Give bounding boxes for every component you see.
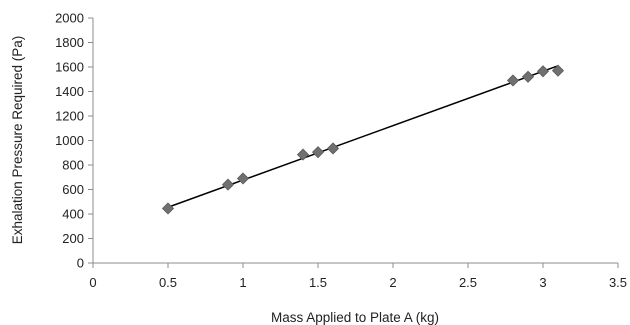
y-tick-label: 1800 bbox=[55, 35, 84, 50]
x-tick-label: 3.5 bbox=[609, 275, 627, 290]
x-tick-label: 3 bbox=[539, 275, 546, 290]
data-point bbox=[521, 70, 535, 83]
y-tick-label: 600 bbox=[62, 182, 84, 197]
plot-area: 0 200 400 600 800 1000 1200 1400 1600 1800 2000 0 0.… bbox=[55, 11, 627, 291]
y-tick-label: 400 bbox=[62, 207, 84, 222]
data-point bbox=[221, 178, 235, 191]
data-point bbox=[551, 64, 565, 77]
y-tick-label: 200 bbox=[62, 231, 84, 246]
data-point bbox=[161, 202, 175, 215]
y-tick-label: 800 bbox=[62, 158, 84, 173]
y-axis-title: Exhalation Pressure Required (Pa) bbox=[10, 36, 25, 245]
y-tick-label: 1600 bbox=[55, 60, 84, 75]
x-tick-label: 0.5 bbox=[159, 275, 177, 290]
data-point bbox=[326, 142, 340, 155]
x-tick-label: 2.5 bbox=[459, 275, 477, 290]
x-tick-label: 0 bbox=[89, 275, 96, 290]
x-tick-label: 1.5 bbox=[309, 275, 327, 290]
x-axis-title: Mass Applied to Plate A (kg) bbox=[271, 310, 439, 325]
data-point bbox=[506, 74, 520, 87]
data-point bbox=[296, 148, 310, 161]
y-tick-label: 1400 bbox=[55, 84, 84, 99]
x-tick-label: 2 bbox=[389, 275, 396, 290]
data-point bbox=[311, 146, 325, 159]
y-tick-label: 1200 bbox=[55, 109, 84, 124]
data-point bbox=[536, 65, 550, 78]
y-tick-label: 1000 bbox=[55, 133, 84, 148]
y-tick-label: 2000 bbox=[55, 11, 84, 26]
x-tick-label: 1 bbox=[239, 275, 246, 290]
data-point bbox=[236, 172, 250, 185]
y-tick-label: 0 bbox=[77, 256, 84, 271]
